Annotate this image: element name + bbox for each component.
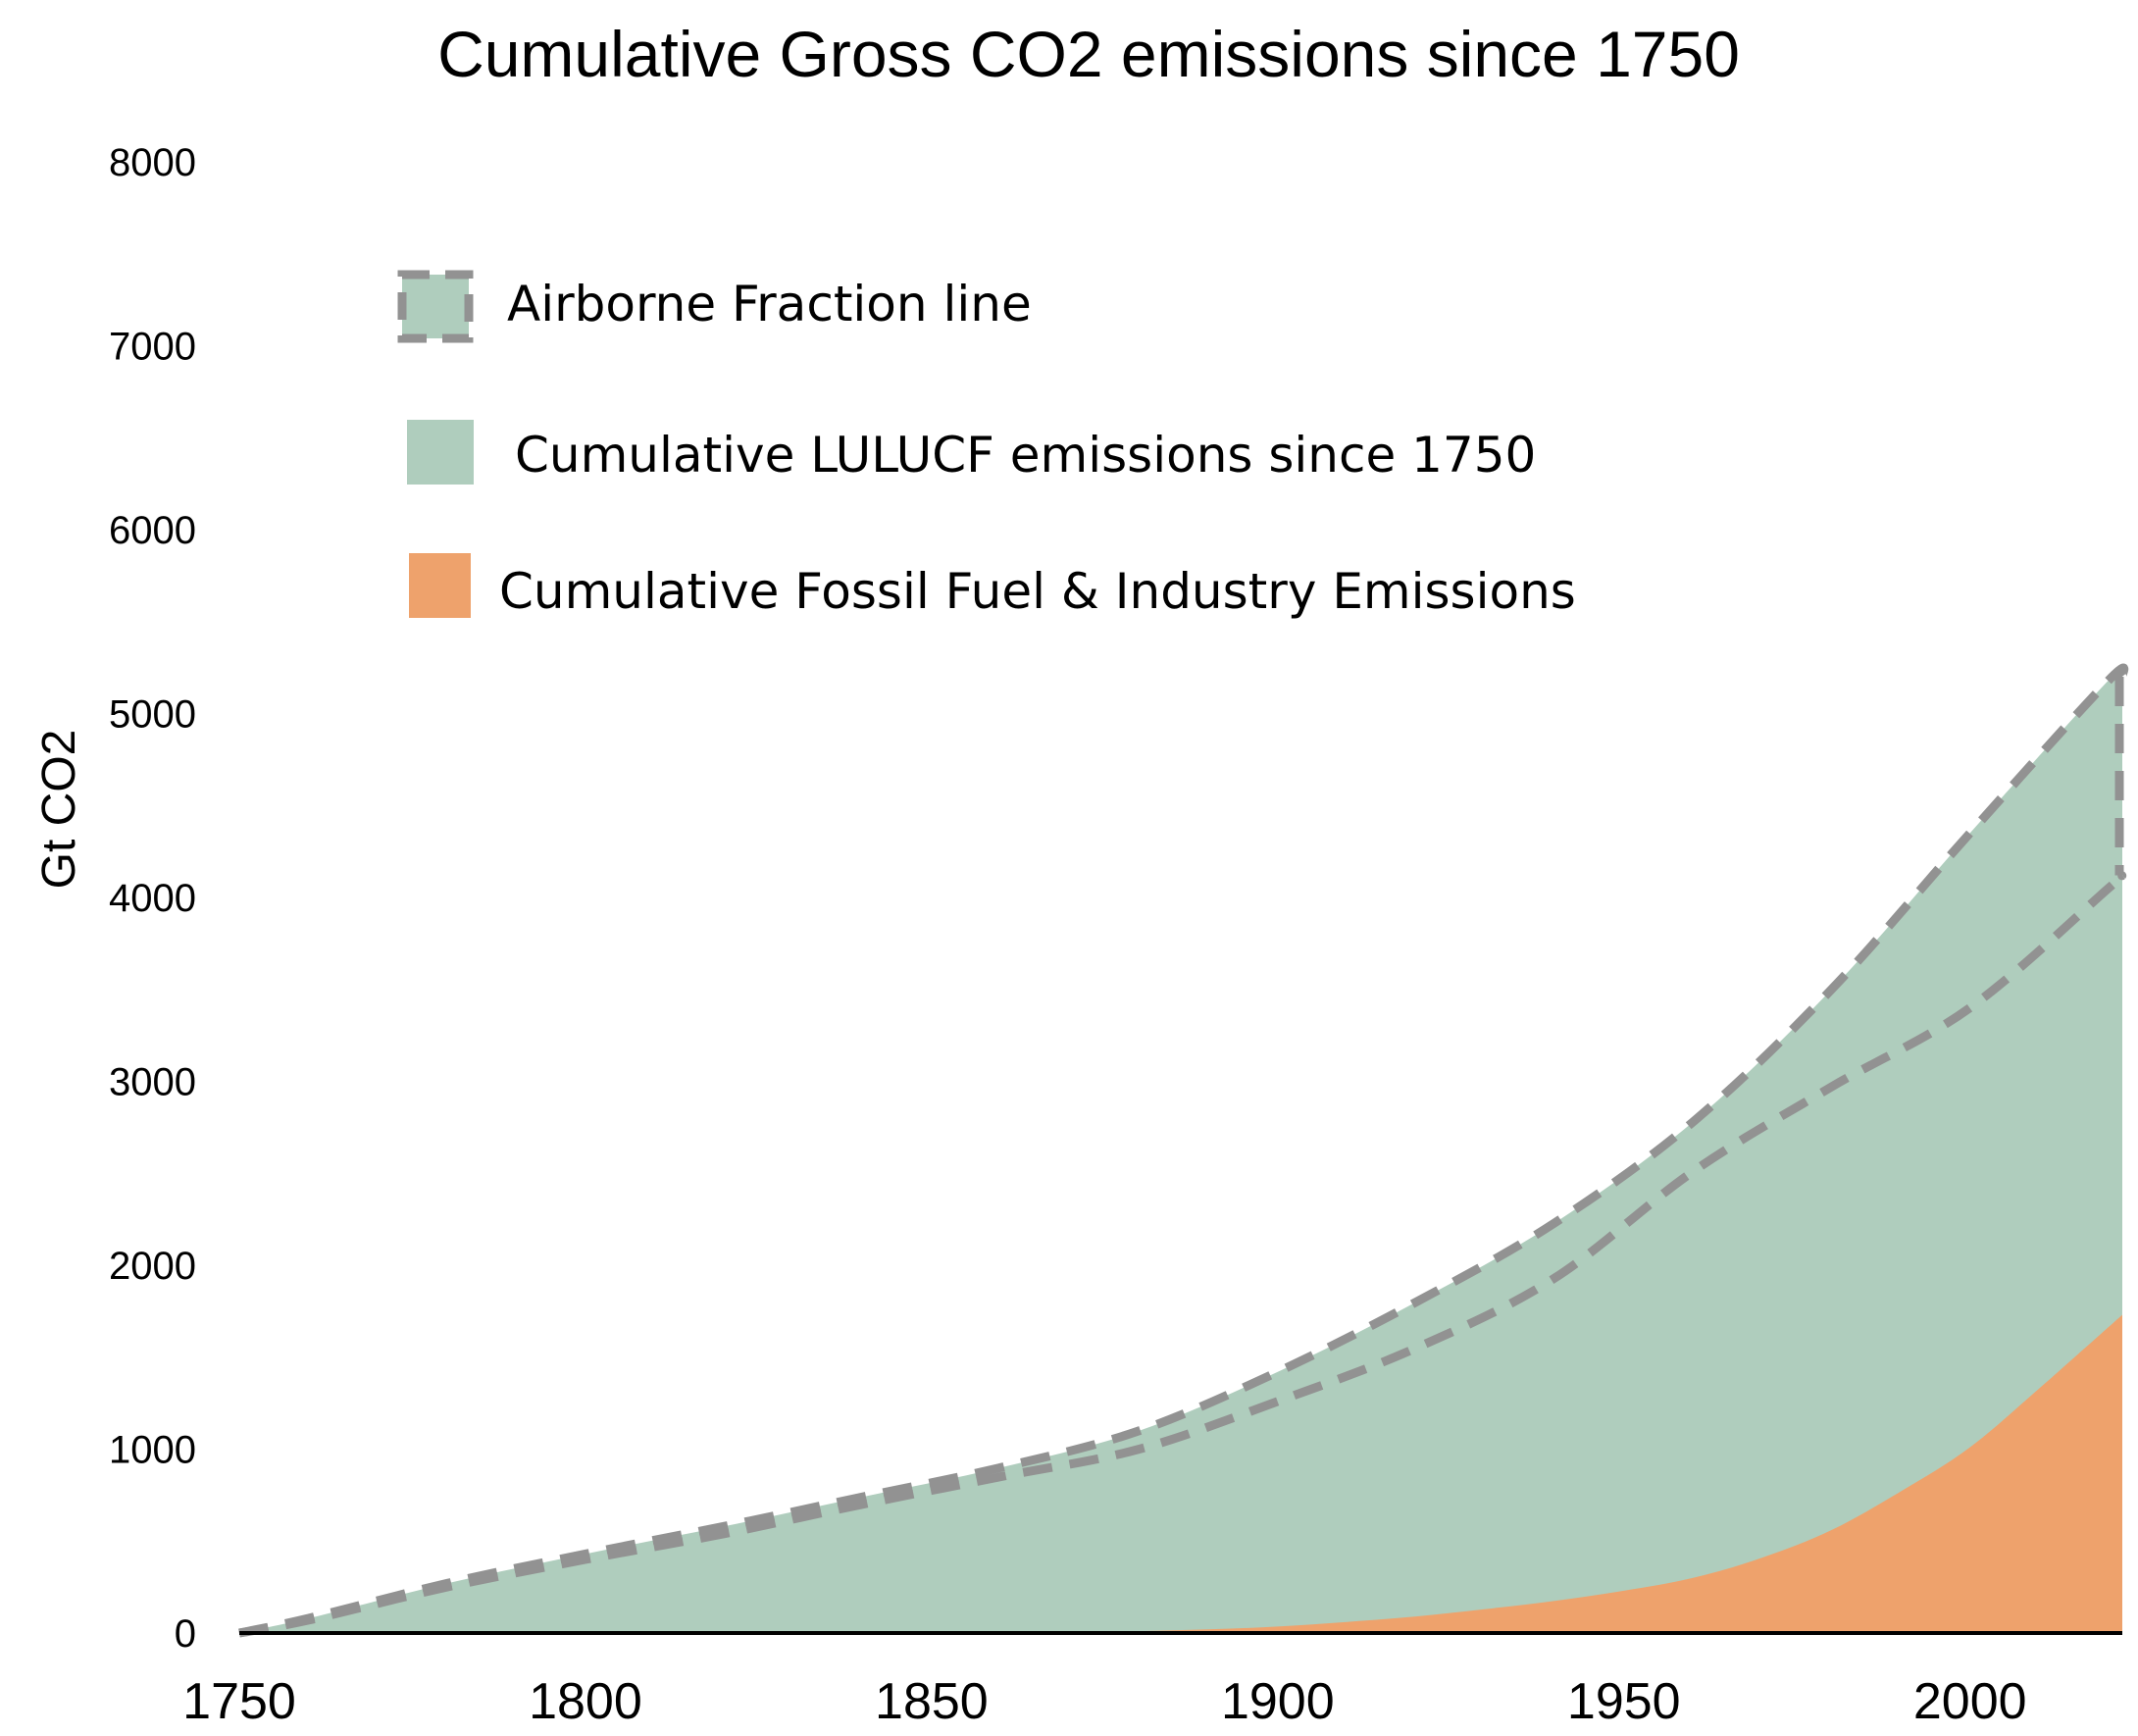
y-tick-label: 5000 xyxy=(109,693,196,737)
y-tick-label: 3000 xyxy=(109,1061,196,1104)
x-axis: 1750 1800 1850 1900 1950 2000 xyxy=(182,1673,2026,1730)
legend: Airborne Fraction line Cumulative LULUCF… xyxy=(397,270,1576,620)
x-tick-label: 1850 xyxy=(875,1673,989,1730)
legend-label-fossil: Cumulative Fossil Fuel & Industry Emissi… xyxy=(499,563,1576,620)
area-fossil xyxy=(239,1314,2122,1634)
chart-title: Cumulative Gross CO2 emissions since 175… xyxy=(437,18,1740,90)
x-tick-label: 1950 xyxy=(1567,1673,1681,1730)
y-axis-label: Gt CO2 xyxy=(33,730,85,890)
x-tick-label: 1750 xyxy=(182,1673,296,1730)
legend-label-lulucf: Cumulative LULUCF emissions since 1750 xyxy=(515,427,1536,484)
x-tick-label: 2000 xyxy=(1913,1673,2027,1730)
x-tick-label: 1900 xyxy=(1221,1673,1335,1730)
legend-item-lulucf: Cumulative LULUCF emissions since 1750 xyxy=(407,420,1536,485)
y-tick-label: 1000 xyxy=(109,1429,196,1472)
y-tick-label: 0 xyxy=(175,1612,196,1656)
x-tick-label: 1800 xyxy=(529,1673,642,1730)
legend-label-airborne: Airborne Fraction line xyxy=(507,276,1032,332)
legend-item-fossil: Cumulative Fossil Fuel & Industry Emissi… xyxy=(409,553,1576,620)
legend-swatch-airborne xyxy=(397,270,474,343)
legend-swatch-lulucf xyxy=(407,420,474,485)
y-tick-label: 4000 xyxy=(109,877,196,920)
line-lulucf-envelope xyxy=(238,663,2129,1638)
y-tick-label: 6000 xyxy=(109,509,196,552)
area-lulucf xyxy=(239,668,2124,1633)
plot-area xyxy=(238,663,2129,1638)
line-airborne-fraction xyxy=(238,869,2129,1638)
legend-swatch-fossil xyxy=(409,553,471,618)
y-tick-label: 7000 xyxy=(109,326,196,369)
legend-item-airborne: Airborne Fraction line xyxy=(397,270,1032,343)
y-tick-label: 2000 xyxy=(109,1245,196,1288)
y-axis: 0 1000 2000 3000 4000 5000 6000 7000 8000 xyxy=(109,141,196,1656)
y-tick-label: 8000 xyxy=(109,141,196,184)
